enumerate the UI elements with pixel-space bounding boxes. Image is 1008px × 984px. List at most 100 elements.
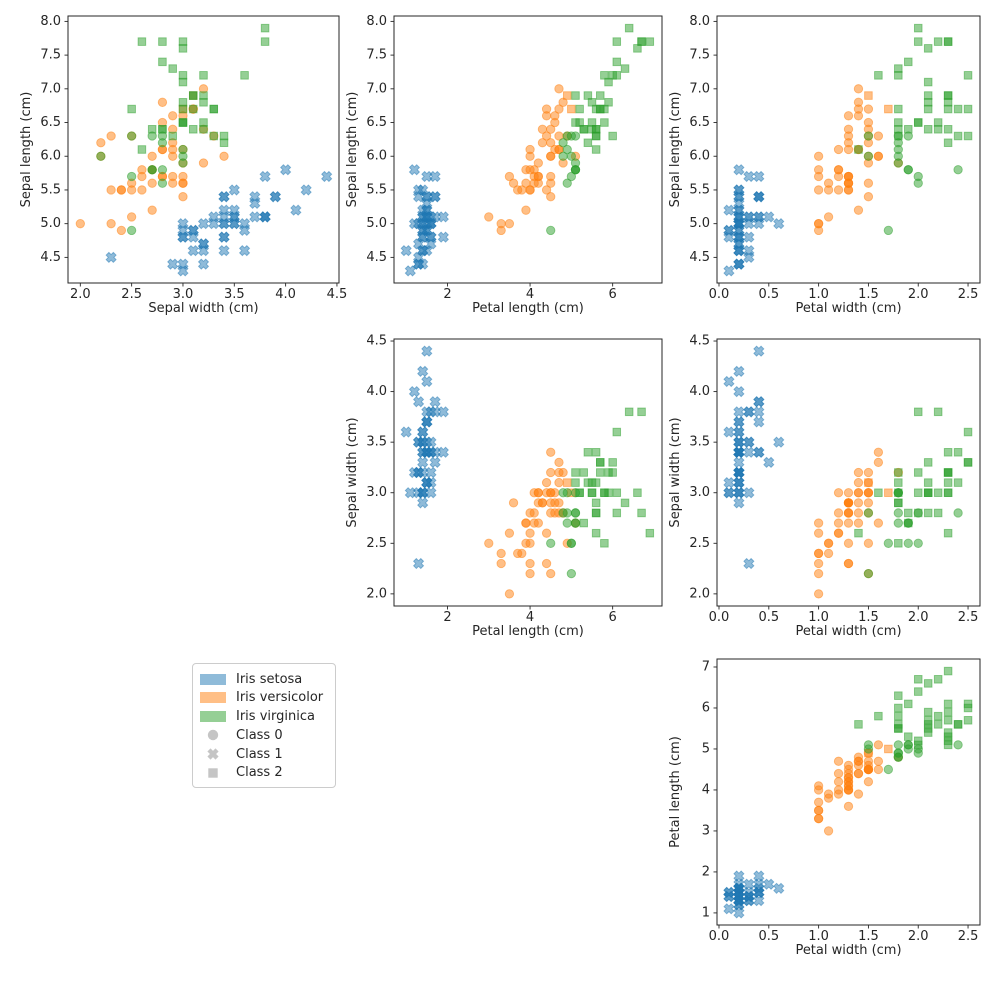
svg-text:Petal length (cm): Petal length (cm) — [472, 301, 584, 316]
svg-text:7.0: 7.0 — [366, 81, 387, 96]
legend-item-label: Iris virginica — [236, 709, 315, 725]
svg-text:3.5: 3.5 — [689, 435, 710, 450]
svg-text:4.0: 4.0 — [275, 287, 296, 302]
svg-text:6: 6 — [702, 700, 710, 715]
svg-text:0.5: 0.5 — [758, 287, 779, 302]
svg-text:2.0: 2.0 — [908, 929, 929, 944]
svg-text:1.0: 1.0 — [808, 610, 829, 625]
svg-text:0.0: 0.0 — [709, 929, 730, 944]
svg-text:8.0: 8.0 — [366, 14, 387, 29]
svg-text:7.5: 7.5 — [40, 48, 61, 63]
svg-text:2: 2 — [443, 610, 451, 625]
svg-text:2: 2 — [702, 864, 710, 879]
svg-text:8.0: 8.0 — [689, 14, 710, 29]
svg-text:5.0: 5.0 — [40, 216, 61, 231]
svg-text:7: 7 — [702, 659, 710, 674]
svg-text:1: 1 — [702, 905, 710, 920]
svg-text:6.0: 6.0 — [366, 149, 387, 164]
legend-item-label: Class 1 — [236, 746, 283, 762]
legend-item-iris-setosa: Iris setosa — [200, 670, 329, 688]
svg-text:7.5: 7.5 — [689, 48, 710, 63]
svg-text:7.0: 7.0 — [40, 81, 61, 96]
svg-text:5.5: 5.5 — [689, 182, 710, 197]
legend-item-class-0: Class 0 — [200, 726, 329, 744]
svg-text:3.5: 3.5 — [366, 435, 387, 450]
svg-text:Sepal length (cm): Sepal length (cm) — [345, 92, 360, 208]
subplot-petal-width-vs-sepal-width: 0.0 0.5 1.0 1.5 2.0 2.5 2.0 2.5 3.0 3.5 4.0 4.5 Peta… — [668, 334, 981, 639]
svg-text:4.5: 4.5 — [366, 250, 387, 265]
svg-text:3.0: 3.0 — [173, 287, 194, 302]
svg-text:5.0: 5.0 — [366, 216, 387, 231]
svg-text:6.5: 6.5 — [40, 115, 61, 130]
svg-text:Petal length (cm): Petal length (cm) — [668, 736, 683, 848]
svg-text:6.5: 6.5 — [366, 115, 387, 130]
svg-text:4.0: 4.0 — [689, 384, 710, 399]
svg-text:4.0: 4.0 — [366, 384, 387, 399]
svg-text:Sepal width (cm): Sepal width (cm) — [345, 417, 360, 527]
legend-item-iris-virginica: Iris virginica — [200, 708, 329, 726]
svg-text:4.5: 4.5 — [366, 334, 387, 349]
svg-text:7.5: 7.5 — [366, 48, 387, 63]
svg-text:2.0: 2.0 — [908, 610, 929, 625]
svg-text:3: 3 — [702, 823, 710, 838]
svg-text:4.5: 4.5 — [40, 250, 61, 265]
svg-text:Sepal length (cm): Sepal length (cm) — [19, 92, 34, 208]
svg-text:Petal width (cm): Petal width (cm) — [795, 301, 901, 316]
legend-item-class-2: Class 2 — [200, 764, 329, 782]
iris-virginica-patch-icon — [200, 710, 226, 724]
class-2-square-marker-icon — [200, 766, 226, 780]
svg-text:5: 5 — [702, 741, 710, 756]
svg-text:Petal width (cm): Petal width (cm) — [795, 624, 901, 639]
svg-text:1.5: 1.5 — [858, 610, 879, 625]
class-1-x-marker-icon — [200, 747, 226, 761]
svg-text:4.5: 4.5 — [689, 334, 710, 349]
svg-text:Petal width (cm): Petal width (cm) — [795, 943, 901, 958]
svg-text:7.0: 7.0 — [689, 81, 710, 96]
svg-text:2.5: 2.5 — [366, 536, 387, 551]
legend-item-label: Iris setosa — [236, 671, 303, 687]
svg-text:1.0: 1.0 — [808, 929, 829, 944]
svg-text:0.5: 0.5 — [758, 610, 779, 625]
svg-text:2.0: 2.0 — [366, 586, 387, 601]
iris-versicolor-patch-icon — [200, 691, 226, 705]
svg-text:3.5: 3.5 — [224, 287, 245, 302]
svg-text:2.5: 2.5 — [958, 929, 979, 944]
svg-text:4: 4 — [526, 287, 534, 302]
svg-text:5.5: 5.5 — [40, 182, 61, 197]
svg-text:Sepal width (cm): Sepal width (cm) — [668, 417, 683, 527]
legend-item-iris-versicolor: Iris versicolor — [200, 689, 329, 707]
svg-text:6: 6 — [609, 610, 617, 625]
subplot-petal-length-vs-sepal-length: 2 4 6 4.5 5.0 5.5 6.0 6.5 7.0 7.5 8.0 Petal length … — [345, 14, 663, 316]
svg-text:0.0: 0.0 — [709, 287, 730, 302]
svg-text:2: 2 — [443, 287, 451, 302]
svg-text:2.5: 2.5 — [689, 536, 710, 551]
svg-text:2.0: 2.0 — [908, 287, 929, 302]
svg-text:6: 6 — [609, 287, 617, 302]
svg-text:4.5: 4.5 — [689, 250, 710, 265]
svg-text:5.0: 5.0 — [689, 216, 710, 231]
legend-item-class-1: Class 1 — [200, 745, 329, 763]
legend-item-label: Class 2 — [236, 765, 283, 781]
legend-item-label: Class 0 — [236, 727, 283, 743]
class-0-circle-marker-icon — [200, 728, 226, 742]
subplot-petal-width-vs-sepal-length: 0.0 0.5 1.0 1.5 2.0 2.5 4.5 5.0 5.5 6.0 6.5 7.0 7.5 8… — [668, 14, 981, 316]
svg-text:6.0: 6.0 — [689, 149, 710, 164]
svg-text:8.0: 8.0 — [40, 14, 61, 29]
svg-text:Sepal width (cm): Sepal width (cm) — [148, 301, 258, 316]
subplot-petal-length-vs-sepal-width: 2 4 6 2.0 2.5 3.0 3.5 4.0 4.5 Petal length (cm) Se… — [345, 334, 663, 639]
svg-text:1.5: 1.5 — [858, 287, 879, 302]
svg-text:2.5: 2.5 — [958, 610, 979, 625]
svg-text:3.0: 3.0 — [366, 485, 387, 500]
svg-text:4.5: 4.5 — [327, 287, 348, 302]
svg-text:0.5: 0.5 — [758, 929, 779, 944]
iris-setosa-patch-icon — [200, 672, 226, 686]
svg-text:2.0: 2.0 — [689, 586, 710, 601]
svg-text:1.5: 1.5 — [858, 929, 879, 944]
svg-text:6.5: 6.5 — [689, 115, 710, 130]
svg-text:Petal length (cm): Petal length (cm) — [472, 624, 584, 639]
svg-text:4: 4 — [702, 782, 710, 797]
svg-text:6.0: 6.0 — [40, 149, 61, 164]
svg-text:2.5: 2.5 — [121, 287, 142, 302]
legend-item-label: Iris versicolor — [236, 690, 324, 706]
svg-text:Sepal length (cm): Sepal length (cm) — [668, 92, 683, 208]
